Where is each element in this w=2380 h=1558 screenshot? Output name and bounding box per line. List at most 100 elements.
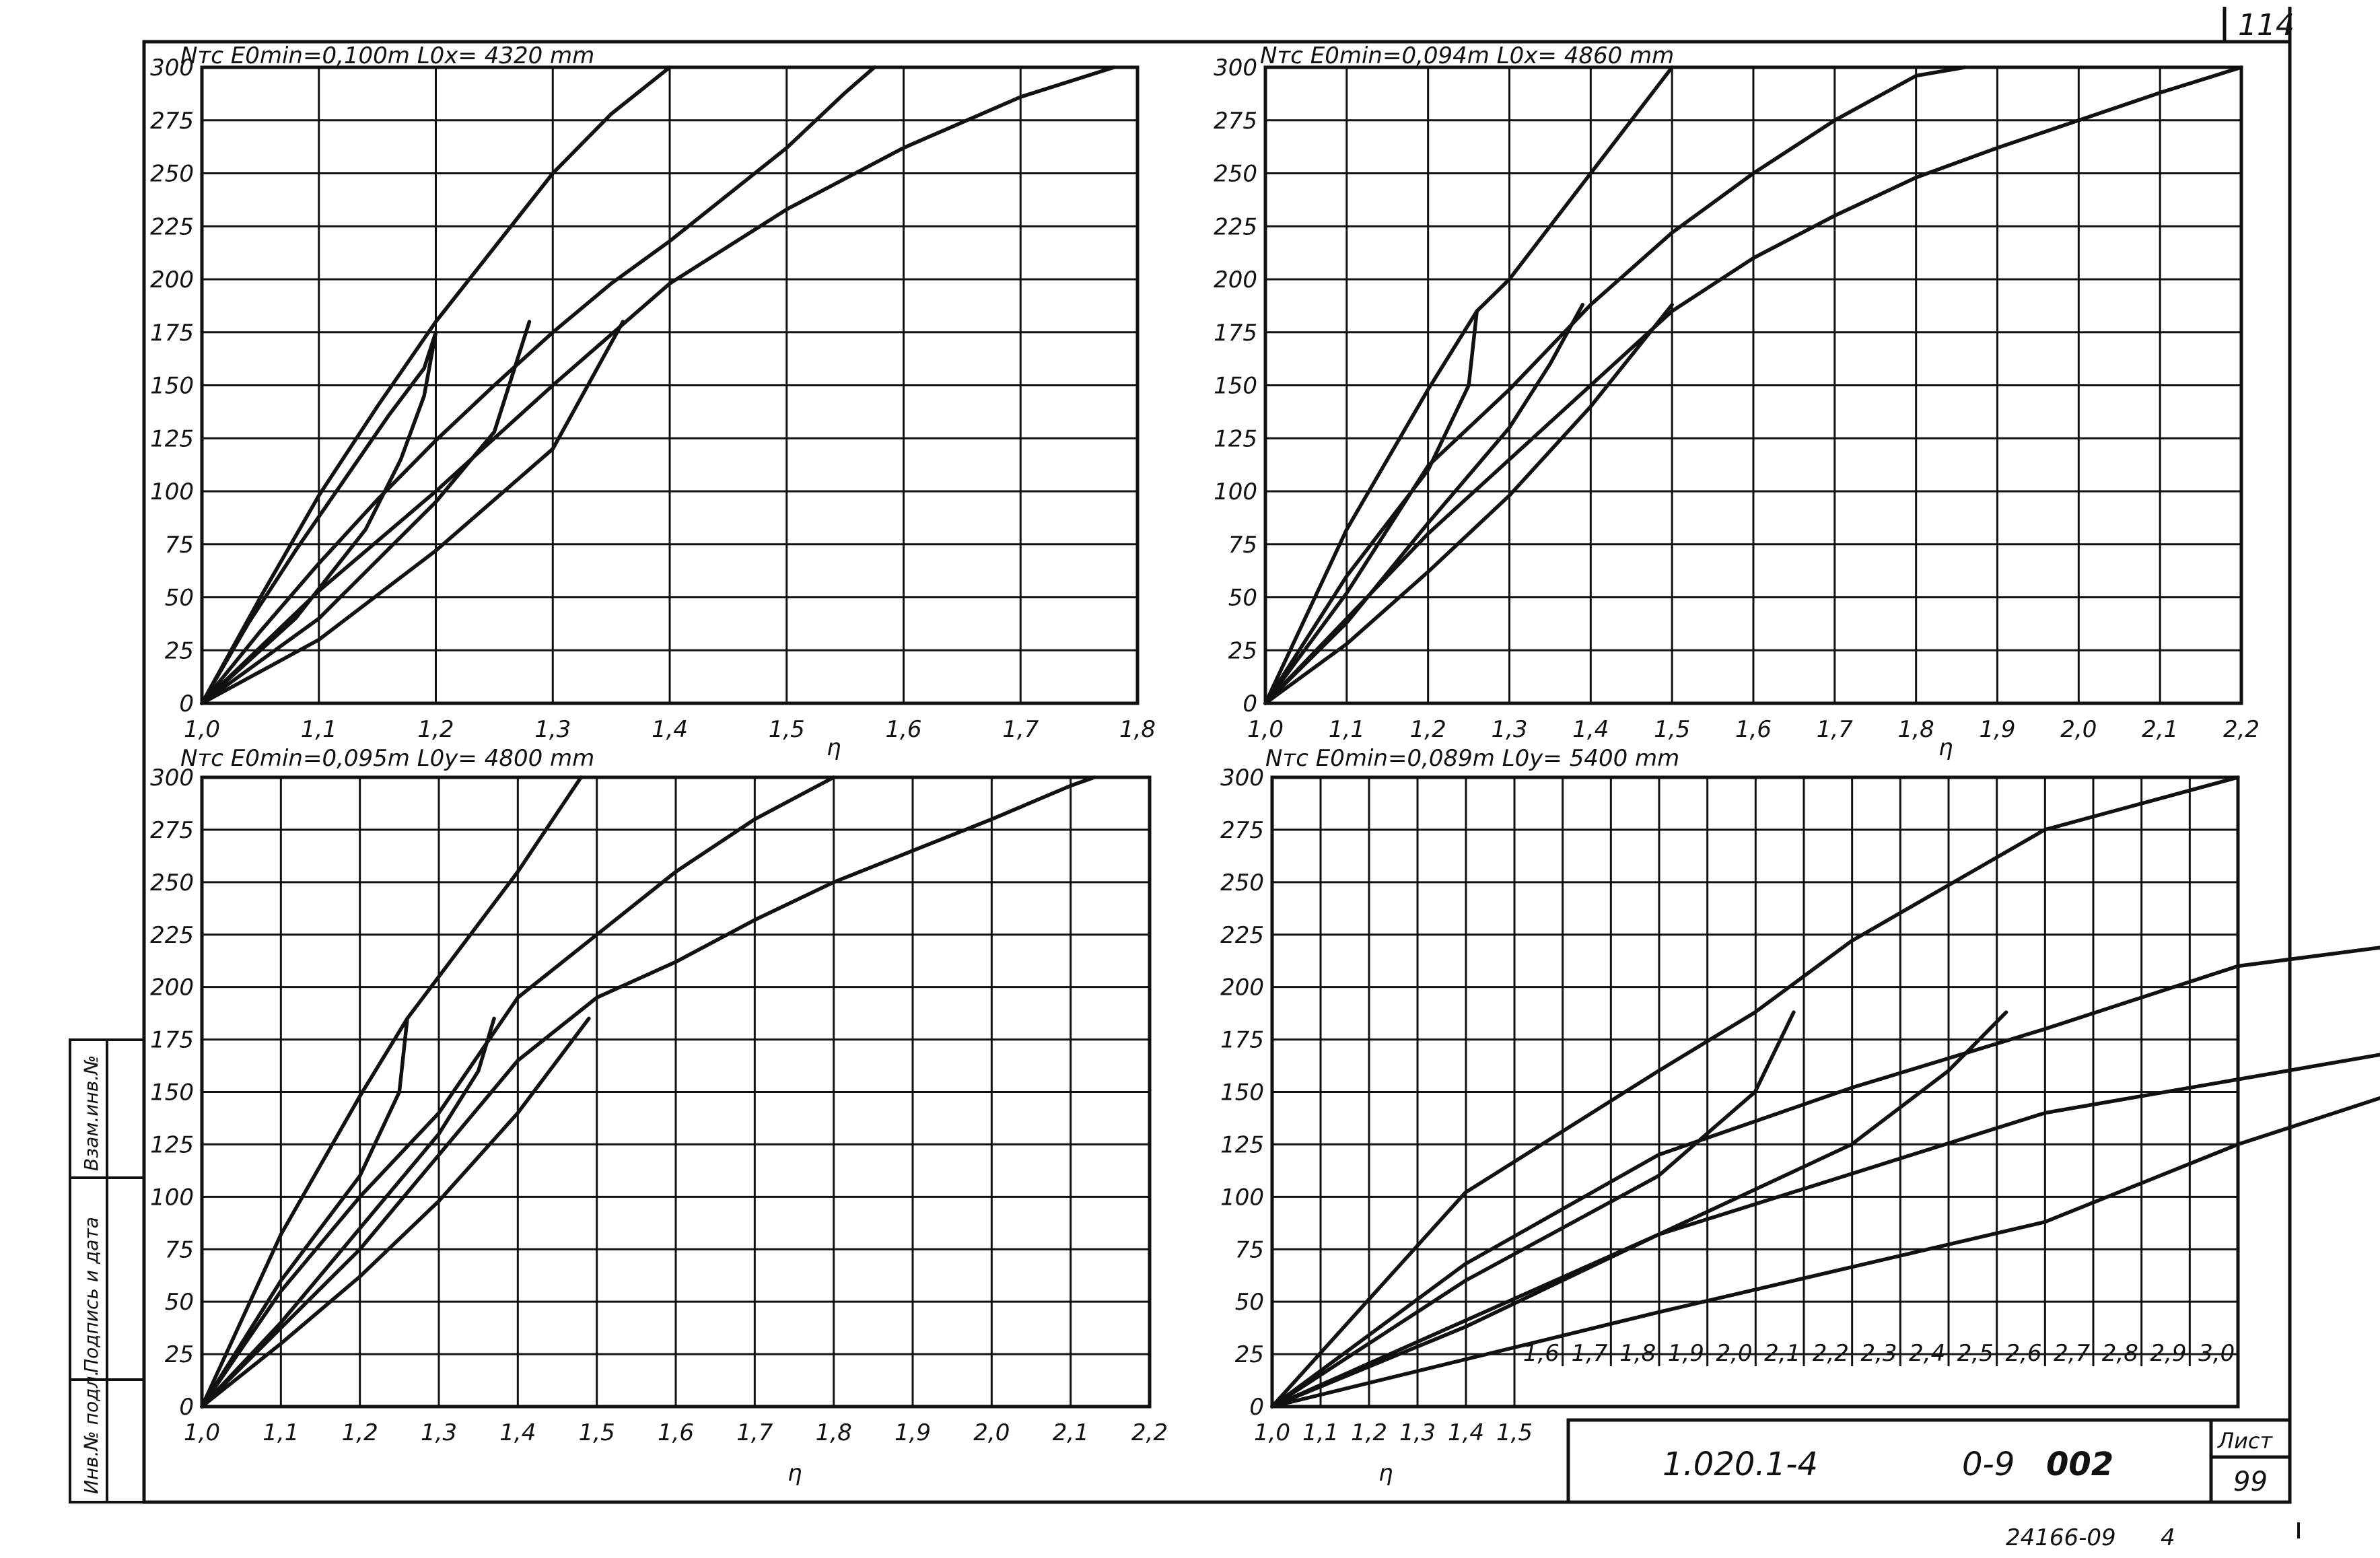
x-tick-label: 1,1 <box>301 716 337 743</box>
series-curve-0 <box>200 65 672 705</box>
y-tick-label: 50 <box>165 585 194 612</box>
series-curve-1 <box>200 65 876 705</box>
y-tick-label: 175 <box>150 320 194 347</box>
x2-tick-label: 2,4 <box>1909 1340 1945 1367</box>
series-curve-4 <box>200 1016 496 1409</box>
x-tick-label: 1,9 <box>1979 716 2015 743</box>
x-tick-label: 1,3 <box>1491 716 1527 743</box>
x-tick-label: 1,4 <box>1448 1419 1484 1446</box>
x-tick-label: 1,2 <box>342 1419 378 1446</box>
y-tick-label: 225 <box>150 922 194 949</box>
series-curve-3 <box>1263 309 1479 705</box>
y-tick-label: 175 <box>1214 320 1257 347</box>
plot-frame <box>200 775 1152 1409</box>
y-tick-label: 225 <box>150 213 194 240</box>
series-curve-3 <box>1270 1010 1796 1409</box>
series-curve-1 <box>200 775 836 1409</box>
y-tick-label: 0 <box>1249 1394 1264 1421</box>
series-curve-5 <box>200 1016 591 1409</box>
x-tick-label: 2,0 <box>2060 716 2097 743</box>
y-tick-label: 150 <box>1220 1079 1264 1106</box>
x-tick-label: 1,8 <box>1119 716 1156 743</box>
x-tick-label: 1,5 <box>1496 1419 1533 1446</box>
series-curve-5 <box>1263 303 1674 705</box>
y-tick-label: 25 <box>1228 637 1257 664</box>
x-axis-label: η <box>827 734 841 761</box>
y-tick-label: 275 <box>150 108 194 135</box>
series-curve-3 <box>200 320 532 705</box>
x-tick-label: 1,7 <box>736 1419 773 1446</box>
series-code: 0-9 <box>1962 1446 2015 1483</box>
y-tick-label: 250 <box>1220 870 1264 896</box>
x-tick-label: 1,7 <box>1817 716 1853 743</box>
chart-bottom-left: 0 25 50 75 100 125 150 175 200 225 250 275 300 1,0 1,1… <box>150 745 1168 1487</box>
y-tick-label: 225 <box>1220 922 1264 949</box>
x2-tick-label: 2,7 <box>2054 1340 2090 1367</box>
x-tick-label: 1,4 <box>499 1419 536 1446</box>
y-tick-label: 250 <box>1214 161 1257 188</box>
x-tick-label: 1,6 <box>658 1419 694 1446</box>
chart-header: Nтс E0min=0,089m L0y= 5400 mm <box>1265 745 1679 772</box>
side-label-2: Взам.инв.№ <box>80 1055 102 1171</box>
y-tick-label: 175 <box>150 1027 194 1054</box>
plot-frame <box>1263 65 2243 705</box>
y-tick-label: 100 <box>150 1184 194 1211</box>
x-tick-label: 1,2 <box>1410 716 1446 743</box>
side-label-1: Подпись и дата <box>80 1217 102 1373</box>
series-curve-5 <box>1270 1096 2380 1409</box>
x-tick-label: 1,2 <box>417 716 454 743</box>
x-tick-label: 1,0 <box>1247 716 1284 743</box>
y-tick-label: 75 <box>1235 1236 1264 1263</box>
y-tick-label: 50 <box>165 1289 194 1316</box>
y-tick-label: 100 <box>150 479 194 505</box>
y-tick-label: 250 <box>150 161 194 188</box>
y-tick-label: 75 <box>165 1236 194 1263</box>
series-curve-2 <box>1270 1053 2380 1409</box>
drawing-number: 002 <box>2046 1446 2113 1483</box>
list-label: Лист <box>2217 1428 2273 1454</box>
x-tick-label: 1,3 <box>1399 1419 1436 1446</box>
x2-tick-label: 2,6 <box>2005 1340 2041 1367</box>
title-block: 1.020.1-4 0-9 002 Лист 99 <box>1566 1418 2292 1504</box>
x-tick-label: 1,1 <box>1302 1419 1339 1446</box>
x-tick-label: 1,6 <box>885 716 921 743</box>
x2-tick-label: 2,0 <box>1716 1340 1752 1367</box>
y-tick-label: 50 <box>1228 585 1257 612</box>
x2-tick-label: 2,5 <box>1957 1340 1994 1367</box>
chart-header: Nтс E0min=0,095m L0y= 4800 mm <box>180 745 594 772</box>
y-tick-label: 25 <box>165 637 194 664</box>
y-tick-label: 50 <box>1235 1289 1264 1316</box>
x-axis-label: η <box>1938 734 1953 761</box>
x2-tick-label: 2,3 <box>1860 1340 1897 1367</box>
y-tick-label: 300 <box>1220 765 1264 791</box>
series-curve-2 <box>200 65 1117 705</box>
x-tick-label: 2,1 <box>2142 716 2178 743</box>
series-curve-1 <box>1270 946 2380 1409</box>
series-curve-2 <box>1263 65 2243 705</box>
x-tick-label: 1,1 <box>1329 716 1365 743</box>
series-curve-5 <box>200 330 438 705</box>
x-tick-label: 1,1 <box>262 1419 299 1446</box>
y-tick-label: 125 <box>150 1131 194 1158</box>
x-tick-label: 1,7 <box>1002 716 1039 743</box>
x-tick-label: 1,6 <box>1735 716 1772 743</box>
x2-tick-label: 2,8 <box>2102 1340 2138 1367</box>
series-curve-4 <box>1263 303 1585 705</box>
x-tick-label: 1,8 <box>1898 716 1934 743</box>
y-tick-label: 150 <box>1214 373 1257 400</box>
y-tick-label: 125 <box>1220 1131 1264 1158</box>
x-tick-label: 1,3 <box>534 716 571 743</box>
x2-tick-label: 2,1 <box>1764 1340 1800 1367</box>
y-tick-label: 275 <box>1214 108 1257 135</box>
y-tick-label: 300 <box>1214 55 1257 81</box>
x-tick-label: 1,2 <box>1351 1419 1387 1446</box>
sheet-frame <box>142 40 2292 1504</box>
y-tick-label: 100 <box>1214 479 1257 505</box>
y-tick-label: 200 <box>1220 975 1264 1001</box>
x-tick-label: 2,2 <box>2223 716 2260 743</box>
x-tick-label: 2,0 <box>973 1419 1010 1446</box>
y-tick-label: 75 <box>165 532 194 559</box>
y-tick-label: 225 <box>1214 213 1257 240</box>
x-tick-label: 2,1 <box>1053 1419 1089 1446</box>
